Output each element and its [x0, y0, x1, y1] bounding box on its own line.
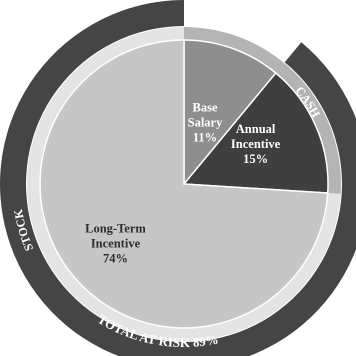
pie-slice-1 [182, 71, 329, 194]
pie-slice-0 [183, 39, 277, 187]
slice-name-line: Annual [236, 122, 276, 136]
slice-value-label: 11% [193, 131, 217, 145]
slice-name-line: Incentive [91, 236, 141, 250]
ring-cash-band [184, 27, 341, 194]
slice-label-1: Annual Incentive 15% [231, 122, 281, 166]
slice-name-line: Incentive [231, 137, 281, 151]
slice-value-label: 74% [103, 251, 128, 265]
slice-name-line: Salary [188, 116, 223, 130]
ring-total-at-risk-value: 89% [192, 332, 219, 350]
slice-label-0: Base Salary 11% [188, 101, 223, 145]
slice-label-2: Long-Term Incentive 74% [85, 221, 146, 265]
slice-name-line: Base [193, 101, 218, 115]
slice-value-label: 15% [243, 152, 268, 166]
slice-name-line: Long-Term [85, 221, 146, 235]
pie-slice-2 [39, 39, 329, 329]
